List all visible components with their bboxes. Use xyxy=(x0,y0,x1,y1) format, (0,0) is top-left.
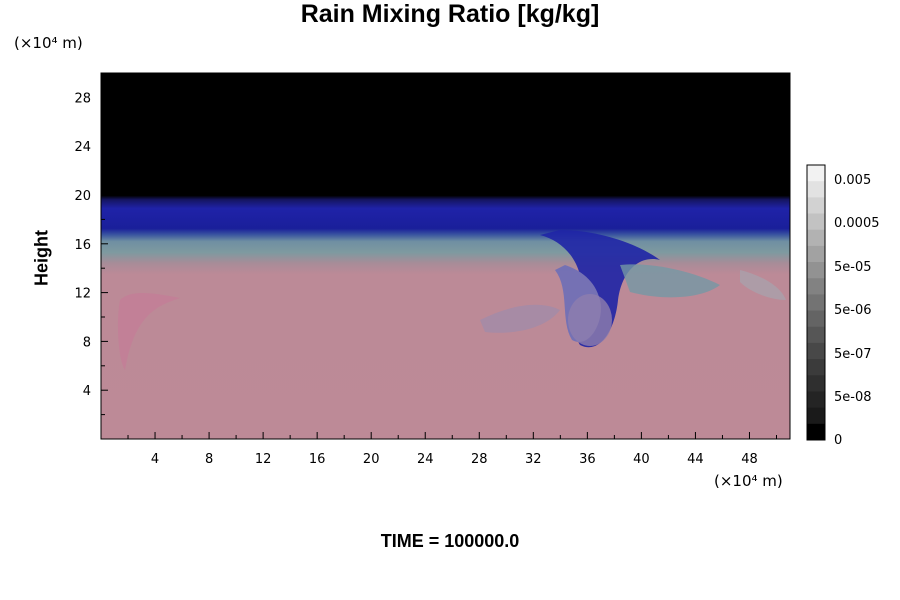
time-label: TIME = 100000.0 xyxy=(380,531,520,551)
colorbar-swatch xyxy=(807,326,825,344)
colorbar-swatch xyxy=(807,245,825,263)
colorbar-swatch xyxy=(807,181,825,198)
plot-frame xyxy=(100,72,791,440)
y-tick-label: 16 xyxy=(74,238,91,253)
field-background xyxy=(101,73,790,439)
chart-title: Rain Mixing Ratio [kg/kg] xyxy=(300,0,600,28)
colorbar-swatch xyxy=(807,391,825,409)
colorbar-label: 0.005 xyxy=(834,173,871,188)
x-axis-unit: (×10⁴ m) xyxy=(714,472,783,490)
y-axis: 4 8 12 16 20 24 28 xyxy=(74,91,108,416)
x-tick-label: 44 xyxy=(687,452,704,467)
y-tick-label: 24 xyxy=(74,140,91,155)
colorbar-swatch xyxy=(807,359,825,376)
storm-plume xyxy=(480,230,786,348)
x-tick-label: 4 xyxy=(151,452,159,467)
colorbar-frame xyxy=(806,164,826,441)
x-tick-label: 20 xyxy=(363,452,380,467)
colorbar-swatch xyxy=(807,342,825,360)
colorbar-swatch xyxy=(807,278,825,295)
colorbar-swatch xyxy=(807,423,825,441)
y-tick-label: 12 xyxy=(74,287,91,302)
x-tick-label: 28 xyxy=(471,452,488,467)
colorbar-label: 0.0005 xyxy=(834,216,880,231)
x-tick-label: 8 xyxy=(205,452,213,467)
x-tick-label: 40 xyxy=(633,452,650,467)
colorbar: 0.005 0.0005 5e-05 5e-06 5e-07 5e-08 0 xyxy=(806,164,880,448)
x-tick-label: 32 xyxy=(525,452,542,467)
x-tick-label: 16 xyxy=(309,452,326,467)
colorbar-label: 5e-06 xyxy=(834,303,872,318)
colorbar-label: 5e-05 xyxy=(834,260,872,275)
colorbar-swatch xyxy=(807,262,825,279)
heatmap-field xyxy=(101,73,790,439)
colorbar-swatch xyxy=(807,407,825,425)
colorbar-swatch xyxy=(807,310,825,328)
pink-streak xyxy=(117,293,180,370)
y-tick-label: 4 xyxy=(83,384,91,399)
x-axis: 4 8 12 16 20 24 28 32 36 40 44 48 xyxy=(127,432,777,467)
y-tick-label: 20 xyxy=(74,189,91,204)
colorbar-label: 0 xyxy=(834,433,842,448)
colorbar-label: 5e-07 xyxy=(834,347,872,362)
colorbar-swatch xyxy=(807,375,825,392)
colorbar-swatch xyxy=(807,197,825,215)
colorbar-swatch xyxy=(807,165,825,182)
y-tick-label: 8 xyxy=(83,335,91,350)
x-tick-label: 48 xyxy=(741,452,758,467)
colorbar-label: 5e-08 xyxy=(834,390,872,405)
y-axis-unit: (×10⁴ m) xyxy=(14,34,83,52)
colorbar-swatch xyxy=(807,213,825,231)
x-tick-label: 12 xyxy=(255,452,272,467)
colorbar-swatch xyxy=(807,229,825,247)
x-tick-label: 36 xyxy=(579,452,596,467)
x-tick-label: 24 xyxy=(417,452,434,467)
y-tick-label: 28 xyxy=(74,91,91,106)
colorbar-swatch xyxy=(807,294,825,312)
